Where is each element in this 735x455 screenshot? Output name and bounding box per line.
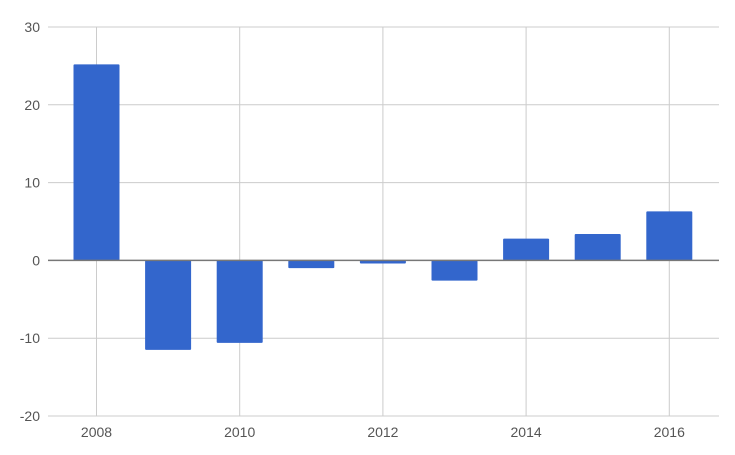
bar-2016[interactable]	[646, 211, 693, 261]
x-tick-label: 2008	[81, 424, 112, 440]
bar-2013[interactable]	[431, 260, 478, 281]
bar-2010[interactable]	[216, 260, 263, 343]
bar-2011[interactable]	[288, 260, 335, 269]
grid-layer	[48, 26, 719, 417]
y-tick-label: -20	[20, 408, 40, 424]
y-tick-label: 10	[24, 175, 40, 191]
labels-layer: -20 -10 0 10 20 30 2008 2010 2012 2014 2016	[20, 19, 685, 440]
y-tick-label: 20	[24, 97, 40, 113]
y-tick-label: 0	[32, 252, 40, 268]
y-tick-label: 30	[24, 19, 40, 35]
bars-layer	[73, 64, 693, 350]
bar-2014[interactable]	[503, 238, 550, 261]
x-tick-label: 2016	[654, 424, 685, 440]
bar-2009[interactable]	[145, 260, 192, 350]
bar-2015[interactable]	[574, 233, 621, 261]
x-tick-label: 2010	[224, 424, 255, 440]
bar-2012[interactable]	[359, 260, 406, 264]
x-tick-label: 2014	[511, 424, 542, 440]
y-tick-label: -10	[20, 330, 40, 346]
bar-2008[interactable]	[73, 64, 120, 261]
x-tick-label: 2012	[367, 424, 398, 440]
